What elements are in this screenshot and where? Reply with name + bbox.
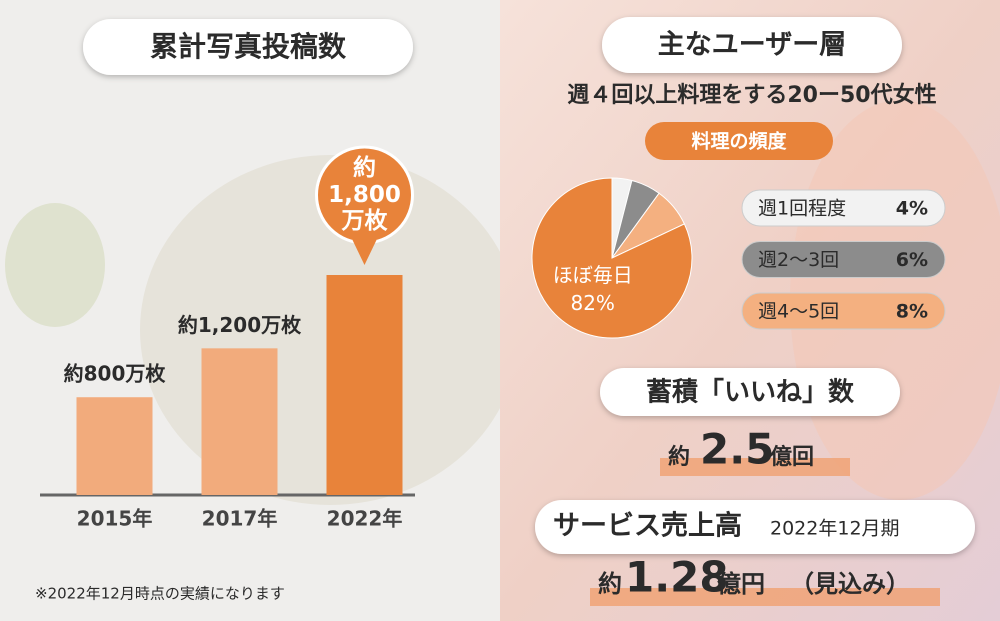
pie-value-label: 82% — [570, 291, 614, 315]
likes-prefix: 約 — [668, 444, 690, 470]
avocado-decoration — [5, 203, 105, 327]
pie-slice — [531, 177, 693, 339]
pie-label: ほぼ毎日 — [553, 263, 633, 287]
bubble-label-box: 約1,800万枚 — [328, 155, 401, 235]
sales-title: サービス売上高 — [553, 510, 742, 542]
legend-pill — [741, 189, 946, 227]
value-label: 約1,800万枚 — [328, 155, 401, 235]
users-title: 主なユーザー層 — [658, 30, 846, 61]
bar — [76, 397, 153, 495]
legend-label: 週1回程度 — [758, 198, 846, 220]
likes-title: 蓄積「いいね」数 — [646, 377, 855, 408]
footnote: ※2022年12月時点の実績になります — [35, 585, 285, 603]
value-label: 約800万枚 — [64, 362, 167, 386]
sales-highlight — [590, 588, 940, 606]
likes-highlight — [660, 458, 850, 476]
bar — [201, 348, 278, 495]
users-subtitle: 週４回以上料理をする20ー50代女性 — [567, 82, 936, 108]
legend-value: 4% — [896, 198, 928, 220]
x-tick-label: 2015年 — [77, 507, 153, 531]
x-tick-label: 2022年 — [327, 507, 403, 531]
likes-number: 2.5 — [700, 425, 774, 474]
legend-pill — [741, 292, 946, 330]
sales-pill — [535, 500, 975, 554]
legend-label: 週4〜5回 — [758, 301, 839, 323]
legend-pill — [741, 241, 946, 278]
title-pill — [83, 19, 413, 75]
sales-unit: 億円 — [717, 570, 765, 598]
sales-period: 2022年12月期 — [770, 518, 900, 540]
bar-title: 累計写真投稿数 — [150, 30, 347, 63]
legend-label: 週2〜3回 — [758, 249, 839, 271]
pie-title: 料理の頻度 — [691, 130, 787, 153]
legend-value: 6% — [896, 249, 928, 271]
users-pill — [602, 17, 902, 73]
sales-number: 1.28 — [625, 553, 729, 602]
likes-pill — [600, 368, 900, 416]
x-tick-label: 2017年 — [202, 507, 278, 531]
legend-value: 8% — [896, 301, 928, 323]
sales-note: （見込み） — [790, 570, 910, 598]
sales-prefix: 約 — [598, 570, 622, 598]
pie-title-pill — [645, 122, 833, 160]
value-label: 約1,200万枚 — [178, 313, 302, 337]
bubble-pointer — [352, 240, 377, 265]
likes-unit: 億回 — [770, 444, 814, 470]
bar — [326, 275, 403, 495]
